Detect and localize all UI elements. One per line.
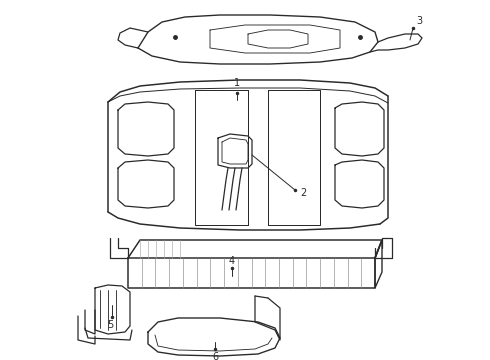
Text: 1: 1 (234, 78, 240, 88)
Text: 4: 4 (229, 256, 235, 266)
Text: 5: 5 (107, 320, 113, 330)
Text: 6: 6 (212, 352, 218, 360)
Text: 3: 3 (416, 16, 422, 26)
Text: 2: 2 (300, 188, 306, 198)
